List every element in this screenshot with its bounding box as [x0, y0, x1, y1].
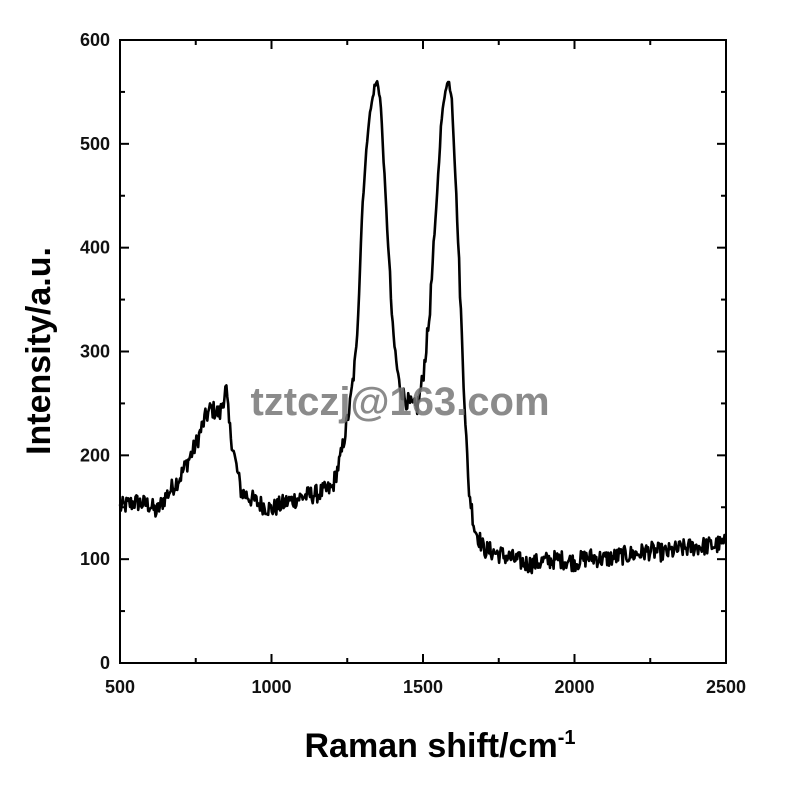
y-tick-label: 100 [80, 549, 110, 569]
x-tick-label: 1000 [251, 677, 291, 697]
series-line [118, 80, 727, 575]
y-tick-label: 300 [80, 342, 110, 362]
y-tick-label: 600 [80, 30, 110, 50]
x-axis-title: Raman shift/cm-1 [305, 727, 576, 765]
y-tick-label: 500 [80, 134, 110, 154]
plot-frame [119, 39, 727, 664]
axis-ticks [119, 39, 727, 664]
x-axis-title-sup: -1 [558, 727, 576, 749]
x-tick-label: 1500 [403, 677, 443, 697]
tick-labels: 500 1000 1500 2000 2500 0 100 200 300 400 500 600 [80, 30, 746, 697]
x-tick-label: 2500 [706, 677, 746, 697]
x-axis-title-main: Raman shift/cm [305, 727, 558, 765]
y-tick-label: 200 [80, 445, 110, 465]
y-tick-label: 0 [100, 653, 110, 673]
x-tick-label: 500 [105, 677, 135, 697]
watermark: tztczj@163.com [250, 380, 549, 424]
y-tick-label: 400 [80, 238, 110, 258]
x-tick-label: 2000 [554, 677, 594, 697]
y-axis-title: Intensity/a.u. [20, 247, 58, 455]
